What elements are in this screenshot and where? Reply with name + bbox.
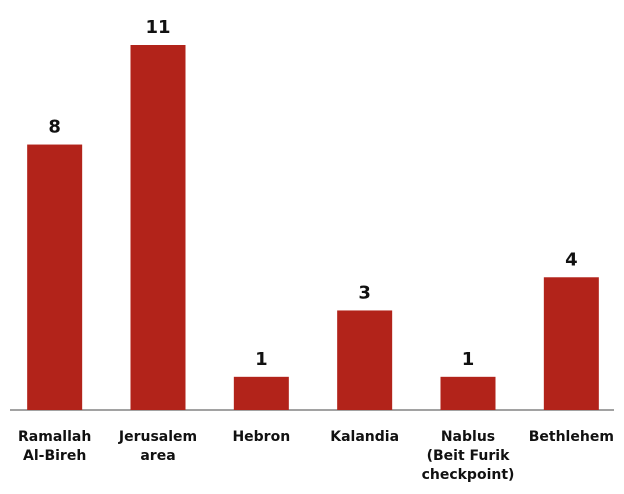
- bar: [27, 144, 83, 410]
- bar: [337, 310, 393, 410]
- x-tick-label: Ramallah Al-Bireh: [18, 429, 92, 464]
- x-tick-label: Jerusalem area: [118, 429, 198, 464]
- value-label: 8: [48, 117, 61, 138]
- bar: [233, 376, 289, 410]
- x-tick-label: Nablus (Beit Furik checkpoint): [421, 429, 515, 483]
- x-tick-label: Kalandia: [330, 429, 400, 445]
- value-label: 4: [565, 249, 578, 270]
- x-tick-label: Bethlehem: [528, 429, 614, 445]
- bar: [440, 376, 496, 410]
- bar: [130, 45, 186, 410]
- value-label: 11: [145, 17, 170, 38]
- value-label: 1: [462, 349, 475, 370]
- x-tick-label: Hebron: [232, 429, 291, 445]
- value-label: 3: [358, 282, 371, 303]
- bar: [543, 277, 599, 410]
- value-label: 1: [255, 349, 268, 370]
